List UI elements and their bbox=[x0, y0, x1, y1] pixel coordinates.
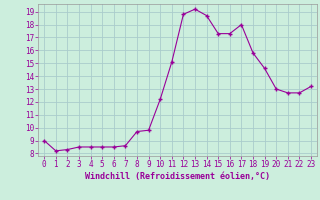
X-axis label: Windchill (Refroidissement éolien,°C): Windchill (Refroidissement éolien,°C) bbox=[85, 172, 270, 181]
